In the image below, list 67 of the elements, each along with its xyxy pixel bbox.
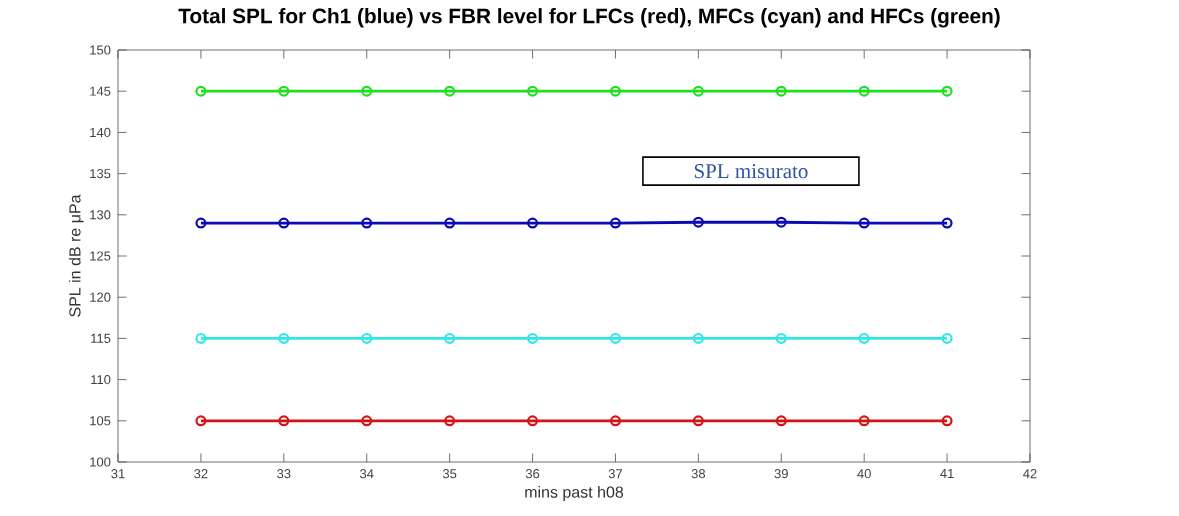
x-tick-label: 35 bbox=[442, 469, 457, 479]
chart-title: Total SPL for Ch1 (blue) vs FBR level for LFCs (red), MFCs (cyan) and HFCs (green) bbox=[178, 8, 1000, 28]
point bbox=[278, 332, 290, 344]
point bbox=[858, 217, 870, 229]
point bbox=[775, 85, 787, 97]
x-tick-label: 33 bbox=[277, 469, 291, 479]
x-tick-label: 40 bbox=[857, 469, 871, 479]
point bbox=[692, 85, 704, 97]
point bbox=[858, 85, 870, 97]
x-tick-label: 31 bbox=[111, 469, 125, 479]
y-tick-label: 100 bbox=[90, 457, 111, 467]
point bbox=[444, 332, 456, 344]
x-tick-label: 37 bbox=[608, 469, 623, 479]
point bbox=[195, 85, 207, 97]
point bbox=[278, 85, 290, 97]
point bbox=[444, 85, 456, 97]
point bbox=[361, 332, 373, 344]
point bbox=[858, 332, 870, 344]
point bbox=[195, 415, 207, 427]
y-tick-label: 130 bbox=[90, 210, 111, 220]
x-tick-label: 41 bbox=[940, 469, 954, 479]
y-tick-label: 145 bbox=[90, 86, 111, 96]
point bbox=[941, 217, 953, 229]
point bbox=[527, 217, 539, 229]
point bbox=[361, 85, 373, 97]
point bbox=[361, 217, 373, 229]
point bbox=[775, 415, 787, 427]
point bbox=[609, 85, 621, 97]
point bbox=[195, 332, 207, 344]
y-tick-label: 140 bbox=[90, 127, 111, 138]
point bbox=[361, 415, 373, 427]
point bbox=[527, 85, 539, 97]
x-tick-label: 34 bbox=[360, 469, 374, 479]
x-tick-label: 39 bbox=[774, 469, 788, 479]
y-tick-label: 105 bbox=[90, 416, 111, 426]
y-tick-label: 135 bbox=[90, 169, 111, 179]
point bbox=[527, 332, 539, 344]
annotation: SPL misurato bbox=[694, 164, 808, 179]
point bbox=[609, 332, 621, 344]
point bbox=[609, 415, 621, 427]
point bbox=[444, 415, 456, 427]
point bbox=[692, 216, 704, 228]
point bbox=[278, 217, 290, 229]
point bbox=[609, 217, 621, 229]
x-tick-label: 42 bbox=[1023, 469, 1037, 479]
y-tick-label: 110 bbox=[91, 375, 111, 385]
point bbox=[941, 332, 953, 344]
point bbox=[941, 415, 953, 427]
y-tick-label: 115 bbox=[91, 333, 111, 343]
point bbox=[527, 415, 539, 427]
y-tick-label: 120 bbox=[90, 292, 111, 302]
point bbox=[858, 415, 870, 427]
x-axis-title: mins past h08 bbox=[525, 485, 624, 501]
point bbox=[775, 332, 787, 344]
y-axis-title: SPL in dB re μPa bbox=[68, 194, 84, 317]
point bbox=[692, 415, 704, 427]
x-tick-label: 32 bbox=[194, 469, 208, 479]
y-tick-label: 125 bbox=[90, 251, 111, 261]
point bbox=[195, 217, 207, 229]
point bbox=[775, 216, 787, 228]
point bbox=[692, 332, 704, 344]
x-tick-label: 36 bbox=[525, 469, 540, 479]
point bbox=[278, 415, 290, 427]
x-tick-label: 38 bbox=[691, 469, 706, 479]
point bbox=[941, 85, 953, 97]
y-tick-label: 150 bbox=[90, 45, 111, 55]
point bbox=[444, 217, 456, 229]
